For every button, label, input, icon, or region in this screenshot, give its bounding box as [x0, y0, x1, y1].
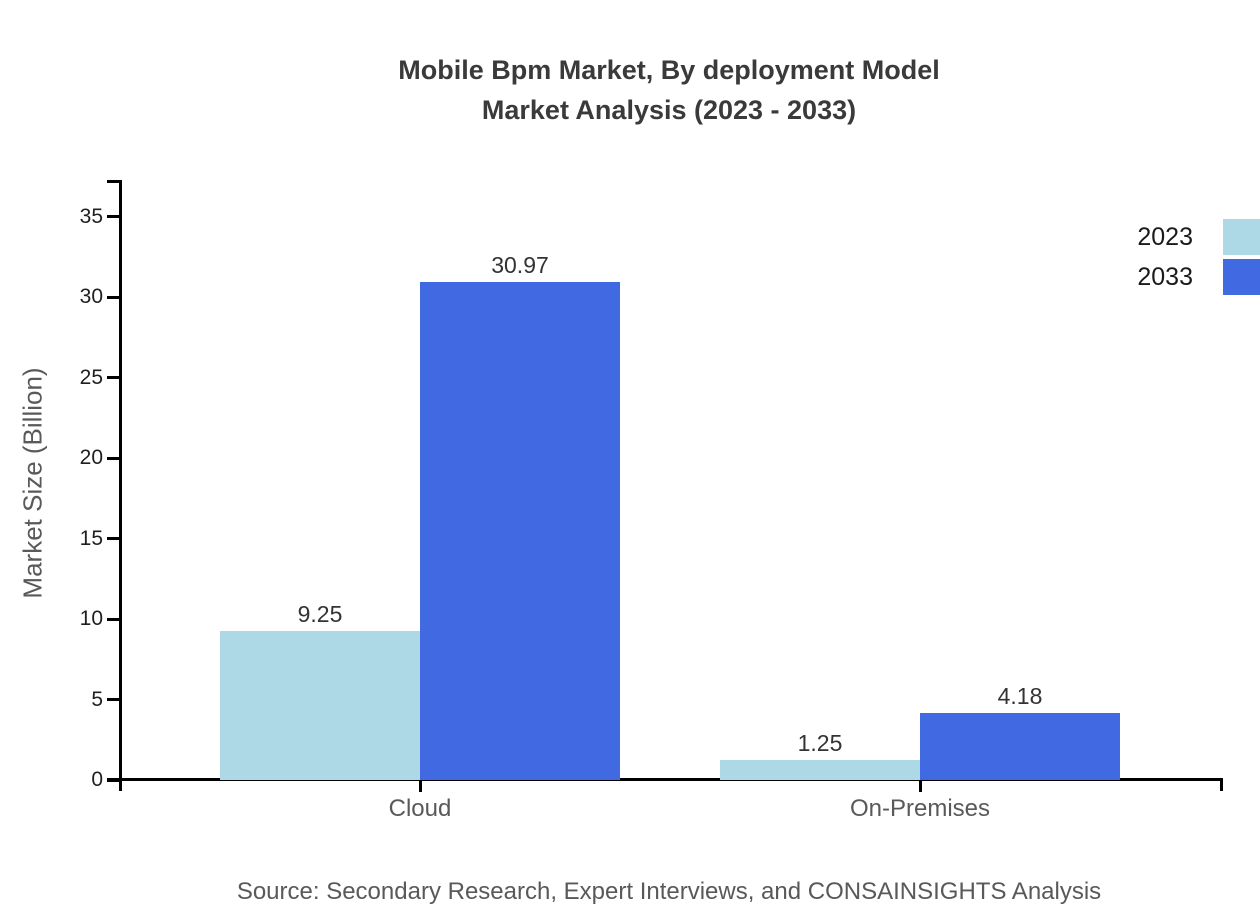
y-tick-label-20: 20 [79, 446, 103, 470]
x-tick-Cloud [418, 781, 422, 792]
legend-label-2033: 2033 [1137, 262, 1193, 291]
y-tick-label-25: 25 [79, 365, 103, 389]
y-tick-35 [107, 215, 119, 219]
category-label-On-Premises: On-Premises [849, 795, 991, 822]
legend: 2023 2033 [1137, 219, 1260, 299]
value-label-Cloud-2033: 30.97 [491, 251, 549, 278]
bar-On-Premises-2033 [920, 712, 1120, 780]
legend-item-2023: 2023 [1137, 219, 1260, 255]
y-tick-label-30: 30 [79, 285, 103, 309]
x-tick-On-Premises [918, 781, 922, 792]
y-tick-20 [107, 456, 119, 460]
source-attribution: Source: Secondary Research, Expert Inter… [236, 878, 1102, 905]
x-axis-right-cap [1220, 778, 1223, 791]
y-tick-0 [107, 778, 119, 782]
bar-Cloud-2023 [220, 631, 420, 780]
y-tick-label-5: 5 [91, 687, 103, 711]
x-axis-spine [107, 778, 1223, 781]
y-tick-5 [107, 698, 119, 702]
y-axis-title: Market Size (Billion) [17, 367, 48, 599]
chart-title-line1: Mobile Bpm Market, By deployment Model [398, 55, 940, 85]
bar-Cloud-2033 [420, 281, 620, 780]
chart-title: Mobile Bpm Market, By deployment Model M… [398, 50, 940, 130]
legend-label-2023: 2023 [1137, 222, 1193, 251]
legend-item-2033: 2033 [1137, 259, 1260, 295]
bar-On-Premises-2023 [720, 759, 920, 780]
legend-swatch-2023 [1223, 219, 1260, 255]
value-label-On-Premises-2033: 4.18 [997, 682, 1043, 709]
y-tick-label-35: 35 [79, 204, 103, 228]
y-tick-30 [107, 295, 119, 299]
legend-swatch-2033 [1223, 259, 1260, 295]
y-tick-label-0: 0 [91, 768, 103, 791]
y-tick-label-15: 15 [79, 526, 103, 550]
y-tick-10 [107, 617, 119, 621]
y-tick-15 [107, 537, 119, 541]
y-tick-label-10: 10 [79, 607, 103, 631]
chart-title-line2: Market Analysis (2023 - 2033) [481, 95, 857, 125]
category-label-Cloud: Cloud [388, 795, 452, 822]
y-tick-25 [107, 376, 119, 380]
value-label-On-Premises-2023: 1.25 [797, 729, 843, 756]
value-label-Cloud-2023: 9.25 [297, 601, 343, 628]
y-axis-spine [119, 180, 122, 791]
y-axis-top-cap [107, 180, 119, 183]
